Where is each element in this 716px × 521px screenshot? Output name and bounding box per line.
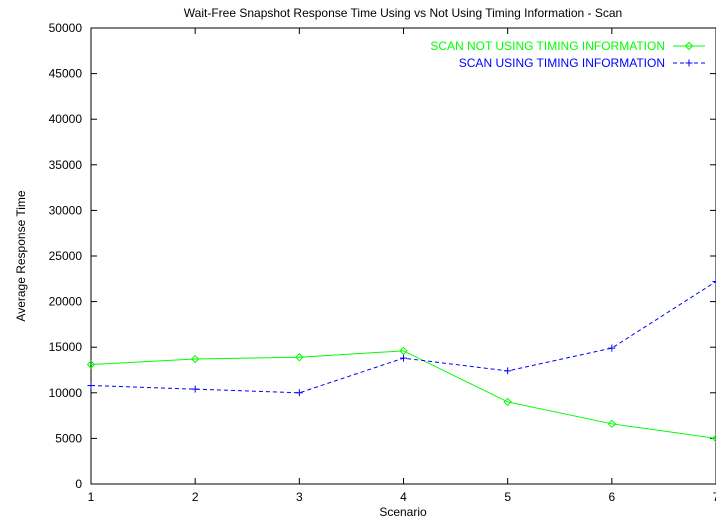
x-tick-label: 4: [400, 490, 407, 504]
series-marker-diamond: [503, 397, 512, 407]
y-tick-label: 25000: [49, 249, 83, 263]
y-tick-label: 40000: [49, 112, 83, 126]
series-1: [86, 346, 716, 443]
series-marker-plus: [191, 385, 199, 393]
x-tick-label: 2: [192, 490, 199, 504]
series-marker-plus: [295, 389, 303, 397]
axis-ticks: 0 5000 10000 15000 20000 25000 30000 35000 40000…: [49, 21, 716, 504]
series-marker-plus: [712, 278, 716, 286]
y-tick-label: 50000: [49, 21, 83, 35]
x-tick-label: 7: [713, 490, 716, 504]
series-marker-diamond: [711, 434, 716, 443]
series-marker-plus: [608, 344, 616, 352]
y-tick-label: 35000: [49, 158, 83, 172]
series-marker-plus: [504, 367, 512, 375]
series-marker-diamond: [399, 346, 408, 356]
x-tick-label: 6: [608, 490, 615, 504]
legend-label: SCAN USING TIMING INFORMATION: [459, 56, 665, 70]
series-layer: [86, 278, 716, 443]
y-tick-label: 30000: [49, 203, 83, 217]
series-marker-diamond: [295, 353, 304, 362]
series-marker-plus: [400, 354, 407, 362]
legend-label: SCAN NOT USING TIMING INFORMATION: [430, 39, 665, 53]
x-tick-label: 3: [296, 490, 303, 504]
series-marker-diamond: [607, 419, 617, 429]
x-axis-label: Scenario: [379, 505, 427, 519]
series-line: [90, 281, 716, 394]
plot-frame: [90, 27, 716, 485]
y-tick-label: 10000: [49, 386, 83, 400]
series-marker-diamond: [684, 41, 694, 51]
y-tick-label: 20000: [49, 295, 83, 309]
series-marker-diamond: [190, 354, 200, 364]
legend: SCAN NOT USING TIMING INFORMATION SCAN US…: [430, 39, 705, 70]
series-2: [87, 278, 716, 397]
series-marker-plus: [685, 59, 693, 67]
series-line: [90, 350, 716, 439]
chart-title: Wait-Free Snapshot Response Time Using v…: [184, 6, 622, 20]
series-marker-diamond: [86, 360, 96, 369]
series-marker-plus: [87, 382, 95, 390]
x-tick-label: 5: [504, 490, 511, 504]
y-tick-label: 15000: [49, 340, 83, 354]
y-tick-label: 45000: [49, 67, 83, 81]
y-axis-label: Average Response Time: [14, 190, 28, 322]
x-tick-label: 1: [88, 490, 95, 504]
y-tick-label: 5000: [55, 431, 82, 445]
y-tick-label: 0: [75, 477, 82, 491]
